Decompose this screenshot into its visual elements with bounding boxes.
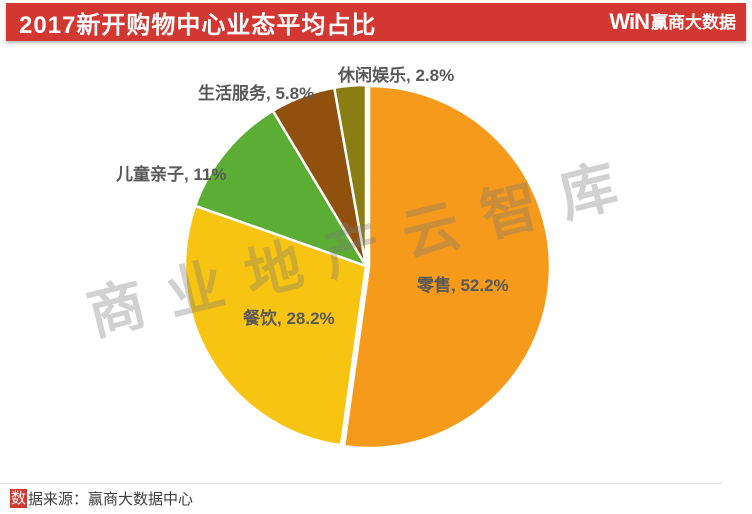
pie-slice-0: [342, 84, 552, 450]
win-logo-icon: WiN: [609, 9, 650, 34]
slice-label-leisure: 休闲娱乐, 2.8%: [338, 66, 455, 85]
pie-slice-1: [183, 204, 368, 447]
brand-logo: WiN 赢商大数据: [609, 11, 746, 33]
pie-slice-4: [333, 83, 368, 268]
slice-label-food: 餐饮, 28.2%: [243, 309, 335, 328]
pie-slice-2: [194, 109, 368, 268]
slice-label-children: 儿童亲子, 11%: [116, 165, 227, 184]
data-source: 数据来源：赢商大数据中心: [10, 488, 193, 509]
slice-label-life-services: 生活服务, 5.8%: [198, 84, 315, 103]
slice-label-retail: 零售, 52.2%: [417, 276, 509, 295]
brand-name: 赢商大数据: [651, 12, 736, 32]
source-text: 据来源：赢商大数据中心: [28, 491, 194, 508]
footer-divider: [0, 483, 722, 484]
source-highlight: 数: [10, 489, 28, 508]
page-title: 2017新开购物中心业态平均占比: [19, 11, 377, 39]
title-bar: 2017新开购物中心业态平均占比 WiN 赢商大数据: [6, 3, 746, 41]
